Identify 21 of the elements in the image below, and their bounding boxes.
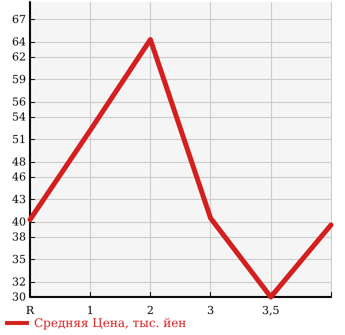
- y-tick-label: 32: [12, 275, 26, 288]
- y-tick-label: 40: [12, 215, 26, 228]
- y-tick-label: 64: [12, 35, 26, 48]
- y-tick-label: 43: [12, 192, 26, 206]
- y-tick-label: 56: [12, 95, 26, 108]
- y-tick-label: 54: [12, 110, 26, 124]
- y-tick-label: 35: [12, 252, 26, 266]
- y-tick-label: 59: [12, 72, 26, 86]
- legend-label: Средняя Цена, тыс. йен: [34, 316, 186, 330]
- y-tick-label: 30: [12, 290, 26, 304]
- y-tick-label: 51: [12, 132, 26, 146]
- x-tick-label: 3,5: [262, 304, 280, 317]
- y-tick-label: 46: [12, 170, 26, 184]
- x-tick-label: 2: [146, 304, 154, 317]
- x-tick-label: R: [26, 304, 35, 317]
- y-tick-label: 48: [12, 155, 26, 168]
- y-tick-label: 62: [12, 50, 26, 64]
- y-tick-label: 67: [12, 12, 26, 26]
- x-tick-label: 3: [207, 304, 214, 317]
- x-tick-label: 1: [86, 304, 94, 317]
- y-tick-label: 38: [12, 230, 26, 244]
